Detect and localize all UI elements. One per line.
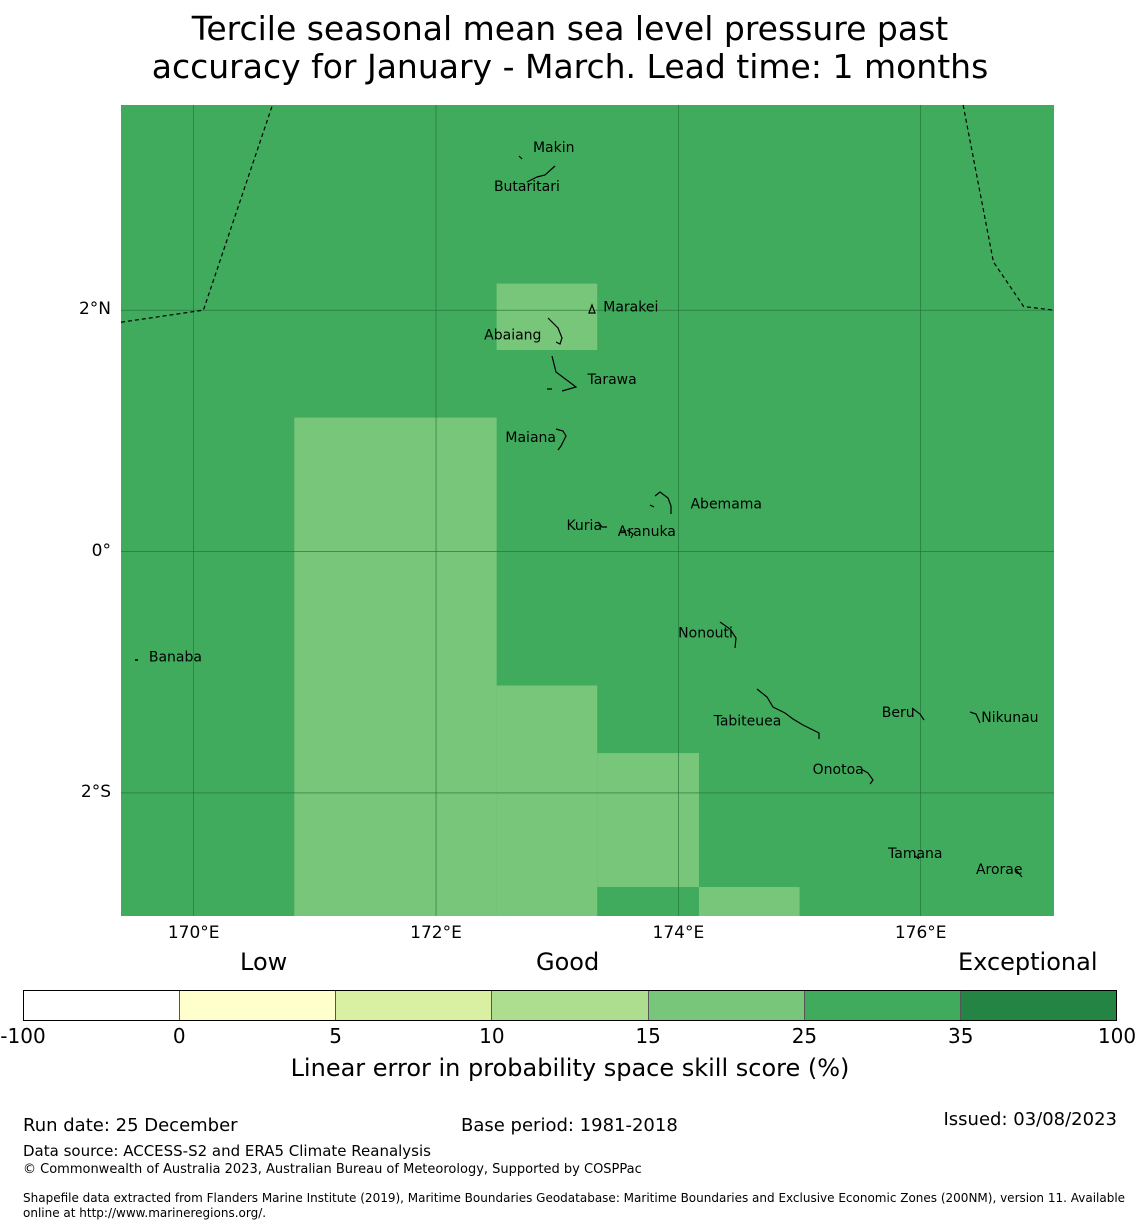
island-maiana: [555, 428, 567, 451]
legend-category-low: Low: [240, 948, 288, 976]
graticule: [121, 105, 1054, 916]
skill-cells: [294, 283, 800, 916]
skill-cell-4: [698, 887, 800, 916]
issued-date: Issued: 03/08/2023: [943, 1109, 1117, 1130]
colorbar-tick-label: 5: [329, 1024, 342, 1048]
place-label-arorae: Arorae: [976, 862, 1023, 878]
island-tamana: [914, 855, 920, 860]
copyright-notice: © Commonwealth of Australia 2023, Austra…: [23, 1162, 642, 1177]
colorbar-tick-label: 25: [791, 1024, 818, 1048]
colorbar-segment-2: [336, 991, 493, 1020]
title-line-2: accuracy for January - March. Lead time:…: [151, 47, 989, 86]
island-nikunau: [969, 711, 981, 724]
lon-label: 174°E: [652, 923, 705, 943]
place-label-tarawa: Tarawa: [587, 372, 637, 388]
place-label-aranuka: Aranuka: [618, 524, 676, 540]
skill-cell-3: [597, 753, 699, 888]
place-label-makin: Makin: [533, 140, 575, 156]
place-label-marakei: Marakei: [603, 300, 658, 316]
place-label-maiana: Maiana: [505, 430, 556, 446]
place-label-butaritari: Butaritari: [494, 179, 560, 195]
island-onotoa: [860, 768, 874, 785]
colorbar-segment-1: [180, 991, 337, 1020]
lon-label: 172°E: [410, 923, 462, 943]
place-labels: Makin Butaritari Marakei Abaiang Tarawa Maian…: [149, 140, 1039, 878]
eez-boundaries: [120, 104, 1055, 323]
colorbar-segment-6: [960, 991, 1116, 1020]
island-tabiteuea: [756, 688, 820, 739]
island-arorae: [1015, 869, 1023, 878]
eez-boundary-line-1: [962, 104, 1055, 311]
colorbar-segment-0: [24, 991, 181, 1020]
island-abaiang: [547, 317, 563, 345]
place-label-beru: Beru: [882, 705, 915, 721]
island-tarawa: [547, 355, 578, 392]
run-date: Run date: 25 December: [23, 1115, 238, 1136]
colorbar-segment-4: [648, 991, 805, 1020]
place-label-nonouti: Nonouti: [678, 625, 733, 641]
colorbar-tick-label: 0: [172, 1024, 186, 1048]
legend-category-good: Good: [536, 948, 600, 976]
colorbar-tick-label: 35: [947, 1024, 974, 1048]
island-aranuka: [626, 529, 634, 539]
place-label-banaba: Banaba: [149, 650, 202, 666]
skill-cell-0: [496, 283, 598, 350]
place-label-abaiang: Abaiang: [484, 327, 541, 343]
skill-cell-1: [294, 417, 497, 916]
island-marakei: [588, 303, 596, 314]
legend-category-exceptional: Exceptional: [958, 948, 1098, 976]
lon-label: 176°E: [894, 923, 947, 943]
colorbar-tick-label: -100: [0, 1024, 46, 1048]
place-label-nikunau: Nikunau: [981, 710, 1038, 726]
place-label-tamana: Tamana: [887, 846, 942, 862]
place-label-abemama: Abemama: [690, 496, 762, 512]
chart-title: Tercile seasonal mean sea level pressure…: [0, 10, 1140, 86]
colorbar: [23, 990, 1117, 1021]
island-nonouti: [719, 621, 737, 649]
colorbar-tick-label: 10: [479, 1024, 505, 1048]
title-line-1: Tercile seasonal mean sea level pressure…: [191, 9, 949, 48]
colorbar-tick-label: 15: [635, 1024, 661, 1048]
place-label-kuria: Kuria: [566, 518, 602, 534]
map-panel: Makin Butaritari Marakei Abaiang Tarawa Maian…: [120, 104, 1055, 916]
colorbar-tick-label: 100: [1097, 1024, 1137, 1048]
island-beru: [911, 707, 925, 721]
colorbar-segment-5: [804, 991, 961, 1020]
colorbar-segment-3: [492, 991, 649, 1020]
islands: [135, 155, 1023, 878]
island-kuria: [597, 521, 626, 532]
eez-boundary-line-0: [120, 104, 274, 323]
island-abemama: [649, 491, 672, 514]
colorbar-label: Linear error in probability space skill …: [290, 1054, 850, 1082]
place-label-tabiteuea: Tabiteuea: [713, 713, 782, 729]
lat-label: 2°N: [78, 299, 111, 320]
lon-label: 170°E: [167, 923, 220, 943]
lat-label: 0°: [91, 540, 111, 561]
place-label-onotoa: Onotoa: [813, 762, 864, 778]
base-period: Base period: 1981-2018: [461, 1115, 678, 1136]
island-makin: [518, 155, 556, 183]
data-source: Data source: ACCESS-S2 and ERA5 Climate …: [23, 1142, 431, 1160]
shapefile-credit: Shapefile data extracted from Flanders M…: [23, 1191, 1126, 1220]
skill-cell-2: [496, 685, 598, 916]
lat-label: 2°S: [80, 781, 111, 802]
